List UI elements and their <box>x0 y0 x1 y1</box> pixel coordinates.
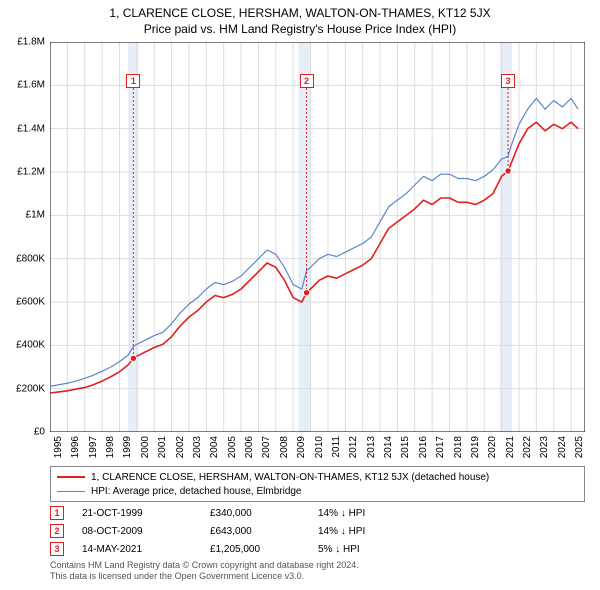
xtick-label: 2024 <box>557 436 568 458</box>
sale-note-marker: 1 <box>50 506 64 520</box>
sale-marker-1: 1 <box>126 74 140 88</box>
sale-marker-3: 3 <box>501 74 515 88</box>
sale-note-diff: 5% ↓ HPI <box>318 544 418 555</box>
sale-note-row: 1 21-OCT-1999 £340,000 14% ↓ HPI <box>50 504 585 522</box>
xtick-label: 1999 <box>122 436 133 458</box>
xtick-label: 2000 <box>140 436 151 458</box>
xtick-label: 2015 <box>400 436 411 458</box>
xtick-label: 2006 <box>244 436 255 458</box>
sale-note-diff: 14% ↓ HPI <box>318 526 418 537</box>
xtick-label: 2008 <box>279 436 290 458</box>
plot-svg <box>50 42 585 432</box>
xtick-label: 2003 <box>192 436 203 458</box>
xtick-label: 2005 <box>227 436 238 458</box>
xtick-label: 1998 <box>105 436 116 458</box>
sale-notes: 1 21-OCT-1999 £340,000 14% ↓ HPI 2 08-OCT-200… <box>50 504 585 558</box>
legend-swatch <box>57 476 85 478</box>
legend-label: 1, CLARENCE CLOSE, HERSHAM, WALTON-ON-TH… <box>91 472 489 483</box>
legend-item: 1, CLARENCE CLOSE, HERSHAM, WALTON-ON-TH… <box>57 470 578 484</box>
sale-note-date: 14-MAY-2021 <box>82 544 192 555</box>
ytick-label: £1.2M <box>17 167 45 178</box>
xtick-label: 1997 <box>88 436 99 458</box>
xtick-label: 2022 <box>522 436 533 458</box>
ytick-label: £600K <box>16 297 45 308</box>
xtick-label: 2014 <box>383 436 394 458</box>
xtick-label: 1996 <box>70 436 81 458</box>
xtick-label: 2011 <box>331 436 342 458</box>
sale-note-price: £340,000 <box>210 508 300 519</box>
ytick-label: £1.4M <box>17 123 45 134</box>
legend-item: HPI: Average price, detached house, Elmb… <box>57 484 578 498</box>
ytick-label: £1.8M <box>17 37 45 48</box>
ytick-label: £0 <box>34 427 45 438</box>
xtick-label: 2025 <box>574 436 585 458</box>
footer-line2: This data is licensed under the Open Gov… <box>50 571 585 582</box>
chart-title: 1, CLARENCE CLOSE, HERSHAM, WALTON-ON-TH… <box>0 0 600 20</box>
chart-subtitle: Price paid vs. HM Land Registry's House … <box>0 20 600 40</box>
ytick-label: £400K <box>16 340 45 351</box>
sale-note-date: 08-OCT-2009 <box>82 526 192 537</box>
sale-note-marker: 2 <box>50 524 64 538</box>
sale-note-marker: 3 <box>50 542 64 556</box>
footer-line1: Contains HM Land Registry data © Crown c… <box>50 560 585 571</box>
sale-note-date: 21-OCT-1999 <box>82 508 192 519</box>
xtick-label: 2021 <box>505 436 516 458</box>
sale-note-price: £643,000 <box>210 526 300 537</box>
xtick-label: 2007 <box>261 436 272 458</box>
xtick-label: 2023 <box>539 436 550 458</box>
ytick-label: £200K <box>16 383 45 394</box>
chart-container: 1, CLARENCE CLOSE, HERSHAM, WALTON-ON-TH… <box>0 0 600 590</box>
xtick-label: 2002 <box>175 436 186 458</box>
xtick-label: 2012 <box>348 436 359 458</box>
xtick-label: 2001 <box>157 436 168 458</box>
xtick-label: 2013 <box>366 436 377 458</box>
sale-note-row: 3 14-MAY-2021 £1,205,000 5% ↓ HPI <box>50 540 585 558</box>
xtick-label: 1995 <box>53 436 64 458</box>
xtick-label: 2016 <box>418 436 429 458</box>
sale-marker-2: 2 <box>300 74 314 88</box>
xtick-label: 2010 <box>314 436 325 458</box>
chart-area: 123£0£200K£400K£600K£800K£1M£1.2M£1.4M£1… <box>50 42 585 432</box>
ytick-label: £1M <box>26 210 45 221</box>
ytick-label: £800K <box>16 253 45 264</box>
legend-swatch <box>57 491 85 492</box>
xtick-label: 2009 <box>296 436 307 458</box>
footer: Contains HM Land Registry data © Crown c… <box>50 560 585 583</box>
legend-label: HPI: Average price, detached house, Elmb… <box>91 486 302 497</box>
xtick-label: 2018 <box>453 436 464 458</box>
xtick-label: 2004 <box>209 436 220 458</box>
sale-note-row: 2 08-OCT-2009 £643,000 14% ↓ HPI <box>50 522 585 540</box>
xtick-label: 2019 <box>470 436 481 458</box>
legend: 1, CLARENCE CLOSE, HERSHAM, WALTON-ON-TH… <box>50 466 585 502</box>
sale-note-price: £1,205,000 <box>210 544 300 555</box>
xtick-label: 2020 <box>487 436 498 458</box>
ytick-label: £1.6M <box>17 80 45 91</box>
xtick-label: 2017 <box>435 436 446 458</box>
sale-note-diff: 14% ↓ HPI <box>318 508 418 519</box>
